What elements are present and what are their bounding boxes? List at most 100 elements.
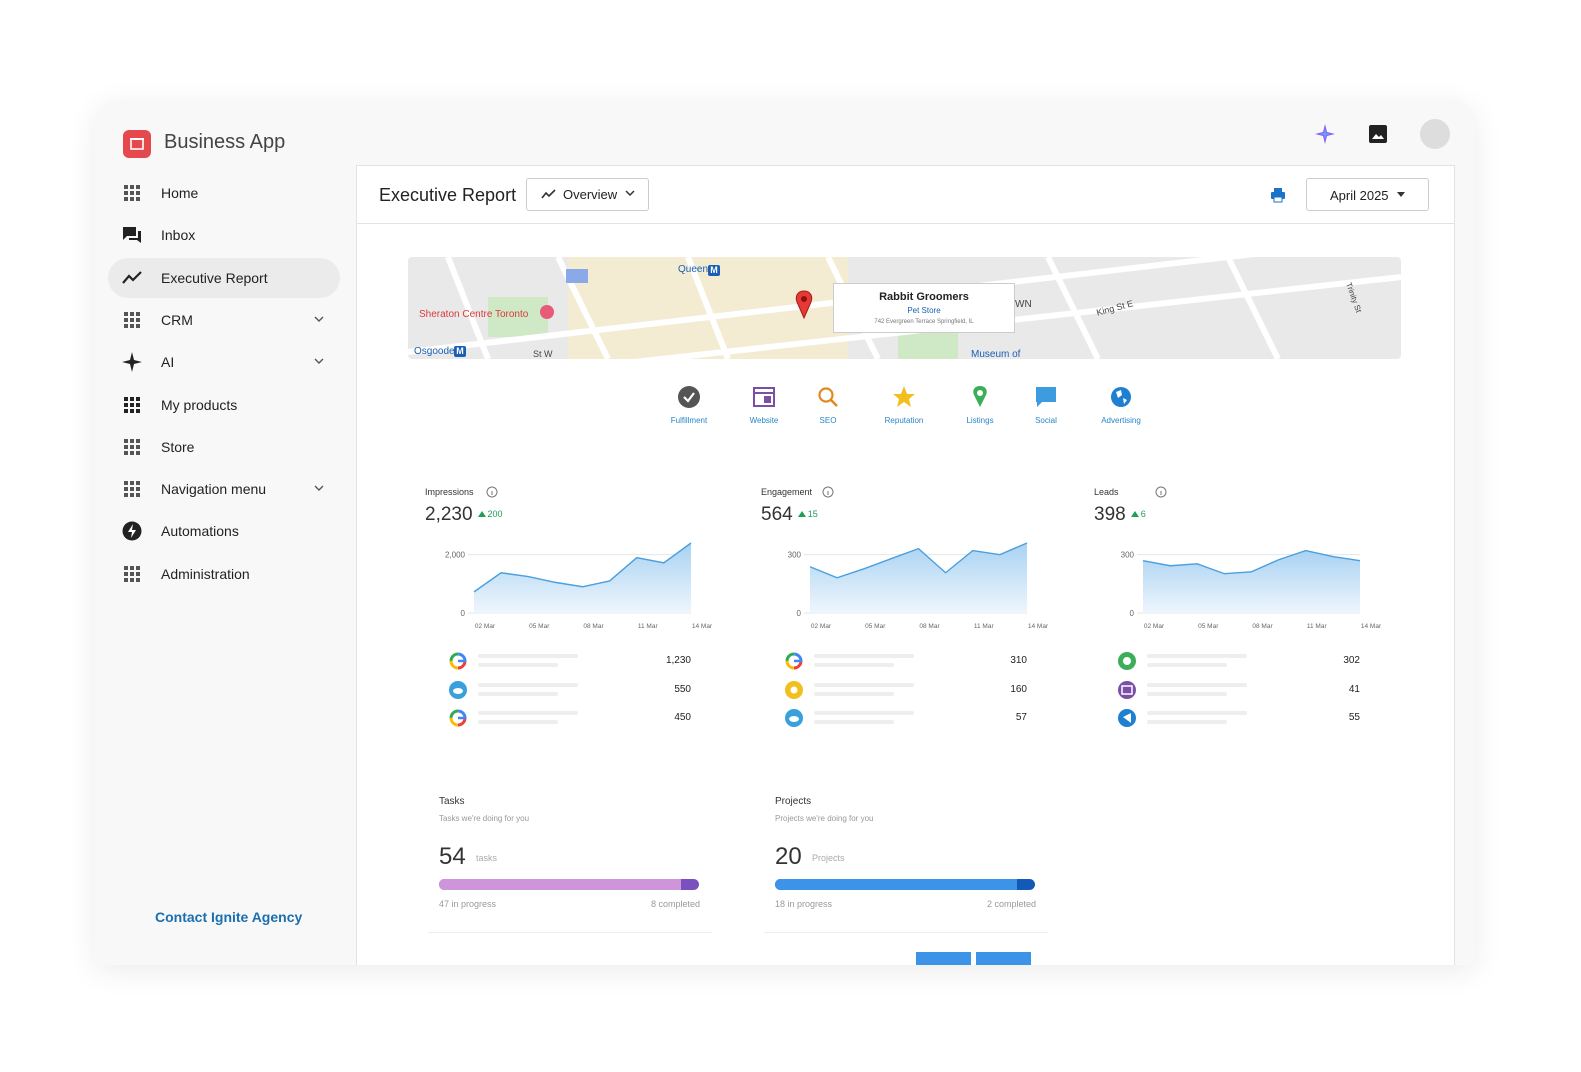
- metric-value: 2,230: [425, 504, 473, 525]
- service-label[interactable]: Social: [1035, 416, 1057, 425]
- dot: [124, 571, 128, 576]
- mega: [1123, 713, 1131, 723]
- metric-value: 564: [761, 504, 793, 525]
- area: [1143, 550, 1360, 613]
- dot: [124, 577, 128, 582]
- placeholder-bar: [478, 720, 558, 724]
- dot: [130, 481, 134, 486]
- action-button[interactable]: [916, 952, 971, 965]
- source-value: 310: [1010, 655, 1027, 666]
- source-value: 57: [1015, 712, 1027, 723]
- pin: [540, 305, 554, 319]
- dot: [130, 191, 134, 195]
- info: [486, 486, 498, 498]
- service-icon: [678, 386, 700, 408]
- y-tick-label: 300: [788, 551, 802, 560]
- web: [753, 387, 775, 407]
- service-label[interactable]: Advertising: [1101, 416, 1141, 425]
- placeholder-bar: [478, 682, 578, 687]
- image-icon[interactable]: [1368, 124, 1388, 144]
- nav-label[interactable]: Inbox: [161, 227, 196, 244]
- summary-completed: 8 completed: [650, 899, 700, 909]
- metric-card: Impressions 2,230 200 0 2,000 02 Mar 05 Mar 08 …: [408, 469, 731, 753]
- y-tick-label: 0: [1130, 609, 1135, 618]
- placeholder-bar: [814, 691, 894, 696]
- avatar[interactable]: [1420, 119, 1450, 149]
- view-label: Overview: [563, 187, 618, 202]
- contact-link[interactable]: Contact Ignite Agency: [155, 909, 303, 925]
- dot: [130, 408, 134, 413]
- x-tick-label: 14 Mar: [1361, 623, 1382, 630]
- metro-badge: M: [708, 265, 720, 276]
- nav-label[interactable]: CRM: [161, 311, 193, 328]
- dot: [136, 402, 140, 407]
- nav-label[interactable]: Navigation menu: [161, 481, 267, 498]
- dot: [136, 191, 140, 195]
- nav-chevron: [314, 316, 324, 322]
- metric-change: 15: [807, 509, 818, 519]
- dot: [130, 396, 134, 401]
- nav-label[interactable]: My products: [161, 396, 238, 413]
- ai-icon[interactable]: [1313, 122, 1337, 146]
- source-value: 55: [1348, 712, 1360, 723]
- y-tick-label: 0: [797, 609, 802, 618]
- service-icon: [1036, 387, 1056, 407]
- chevron: [314, 316, 324, 322]
- period-dropdown[interactable]: April 2025: [1306, 178, 1429, 211]
- x-tick-label: 11 Mar: [1307, 623, 1328, 630]
- dot: [124, 481, 128, 486]
- metric-value: 398: [1094, 504, 1126, 525]
- metric-title: Impressions: [425, 487, 474, 497]
- dot: [130, 197, 134, 201]
- print-icon[interactable]: [1270, 187, 1286, 203]
- line: [809, 542, 1028, 579]
- summary-in-progress: 47 in progress: [439, 899, 497, 909]
- service-label[interactable]: Listings: [966, 416, 994, 425]
- x-tick-label: 05 Mar: [865, 623, 886, 630]
- nav-label[interactable]: Administration: [161, 565, 250, 582]
- action-button[interactable]: [976, 952, 1031, 965]
- x-tick-label: 14 Mar: [692, 623, 713, 630]
- source-icon: [1118, 652, 1136, 670]
- app-window: Business App Home Inbox Executive Report CR…: [95, 100, 1475, 965]
- nav-icon: [122, 352, 142, 373]
- service-label[interactable]: SEO: [819, 416, 837, 425]
- nav-label[interactable]: Home: [161, 185, 199, 201]
- nav-label[interactable]: Executive Report: [161, 269, 268, 286]
- nav-label[interactable]: Store: [161, 438, 195, 455]
- source-icon: [449, 709, 467, 727]
- service-label[interactable]: Reputation: [884, 416, 924, 425]
- placeholder-bar: [814, 654, 914, 658]
- check-bg: [678, 386, 700, 408]
- dot: [124, 197, 128, 201]
- map-label: Osgoode: [414, 346, 455, 357]
- nav-icon: [124, 311, 140, 328]
- area-chart: 0 300 02 Mar 05 Mar 08 Mar 11 Mar 14 Mar: [1121, 549, 1382, 630]
- chevron: [314, 485, 324, 492]
- cloud: [789, 716, 799, 722]
- chat2: [129, 231, 141, 244]
- chat: [123, 227, 136, 241]
- area: [810, 543, 1027, 613]
- view-dropdown[interactable]: Overview: [526, 178, 649, 211]
- pin-dot: [977, 390, 983, 396]
- dot: [136, 408, 140, 413]
- dot: [124, 323, 128, 328]
- google-arc: [449, 709, 467, 727]
- map-label: Sheraton Centre Toronto: [419, 309, 529, 320]
- change-arrow: [477, 511, 486, 517]
- placeholder-bar: [814, 720, 894, 724]
- service-label[interactable]: Website: [749, 416, 779, 425]
- star: [790, 686, 798, 693]
- dot: [136, 323, 140, 328]
- nav-label[interactable]: Automations: [161, 523, 239, 540]
- service-label[interactable]: Fulfillment: [670, 416, 708, 425]
- dot: [124, 185, 128, 189]
- nav-icon: [124, 438, 140, 455]
- dot: [124, 438, 128, 443]
- placeholder-bar: [478, 654, 578, 658]
- nav-label[interactable]: AI: [161, 354, 175, 371]
- source-value: 160: [1010, 683, 1027, 695]
- arrow: [477, 511, 486, 517]
- placeholder-bar: [1147, 654, 1247, 658]
